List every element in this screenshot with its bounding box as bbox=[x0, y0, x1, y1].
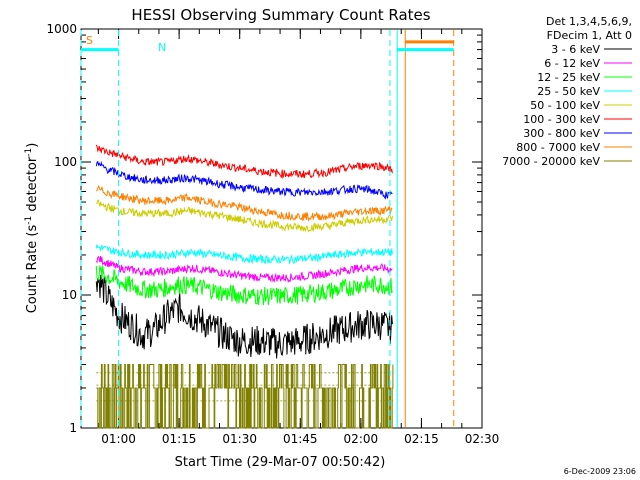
flag-n-label: N bbox=[158, 41, 166, 54]
series-line-300-800-kev bbox=[95, 160, 393, 200]
y-axis-label-sup2: -1 bbox=[24, 148, 34, 157]
series-line-800-7000-kev bbox=[95, 185, 393, 223]
legend-label-3-6-kev: 3 - 6 keV bbox=[551, 43, 600, 56]
legend-label-100-300-kev: 100 - 300 keV bbox=[523, 113, 600, 126]
legend-label-7000-20000-kev: 7000 - 20000 keV bbox=[502, 155, 600, 168]
series-7000-20000-kev-band bbox=[96, 364, 394, 429]
series-line-12-25-kev bbox=[95, 265, 393, 306]
x-axis: 01:00 01:15 01:30 01:45 02:00 02:15 02:30 bbox=[97, 29, 500, 446]
y-tick-label: 100 bbox=[54, 155, 77, 169]
series-line-6-12-kev bbox=[95, 255, 393, 284]
vertical-markers bbox=[80, 30, 455, 427]
x-tick-label: 01:45 bbox=[283, 432, 318, 446]
y-tick-label: 1 bbox=[69, 421, 77, 435]
legend-label-300-800-kev: 300 - 800 keV bbox=[523, 127, 600, 140]
legend: Det 1,3,4,5,6,9, FDecim 1, Att 0 3 - 6 k… bbox=[502, 15, 632, 168]
y-axis-label-sup1: -1 bbox=[24, 216, 34, 225]
legend-label-6-12-kev: 6 - 12 keV bbox=[544, 57, 600, 70]
series-line-25-50-kev bbox=[95, 244, 393, 265]
series-line-7000-20000-kev bbox=[96, 364, 394, 429]
flag-bars bbox=[81, 40, 454, 52]
plot-area: 1 10 100 1000 01:00 01:15 01:30 01:45 02:00 02:1… bbox=[46, 22, 499, 446]
series-line-50-100-kev bbox=[96, 199, 393, 233]
y-axis-label: Count Rate (s-1 detector-1) bbox=[24, 143, 40, 314]
y-tick-label: 1000 bbox=[46, 22, 77, 36]
y-axis-label-main: Count Rate (s bbox=[25, 225, 40, 314]
x-tick-label: 02:00 bbox=[344, 432, 379, 446]
y-tick-label: 10 bbox=[62, 288, 77, 302]
legend-label-12-25-kev: 12 - 25 keV bbox=[537, 71, 600, 84]
legend-label-50-100-kev: 50 - 100 keV bbox=[530, 99, 600, 112]
x-tick-label: 01:30 bbox=[222, 432, 257, 446]
chart-title: HESSI Observing Summary Count Rates bbox=[131, 6, 430, 24]
series-lines bbox=[95, 144, 393, 359]
x-axis-label: Start Time (29-Mar-07 00:50:42) bbox=[175, 455, 386, 470]
flag-s-label: S bbox=[86, 34, 93, 47]
series-line-3-6-kev bbox=[95, 274, 393, 359]
x-tick-label: 02:15 bbox=[404, 432, 439, 446]
y-axis-label-mid: detector bbox=[25, 156, 40, 216]
plot-frame bbox=[80, 28, 483, 429]
y-axis-label-end: ) bbox=[25, 143, 40, 148]
series-line-100-300-kev bbox=[95, 144, 393, 180]
legend-label-800-7000-kev: 800 - 7000 keV bbox=[516, 141, 600, 154]
x-tick-label: 01:00 bbox=[101, 432, 136, 446]
legend-header-line-2: FDecim 1, Att 0 bbox=[547, 29, 632, 42]
legend-header-line-1: Det 1,3,4,5,6,9, bbox=[546, 15, 632, 28]
legend-label-25-50-kev: 25 - 50 keV bbox=[537, 85, 600, 98]
x-tick-label: 01:15 bbox=[162, 432, 197, 446]
y-axis: 1 10 100 1000 bbox=[46, 22, 482, 435]
x-tick-label: 02:30 bbox=[465, 432, 500, 446]
footer-timestamp: 6-Dec-2009 23:06 bbox=[564, 467, 636, 476]
